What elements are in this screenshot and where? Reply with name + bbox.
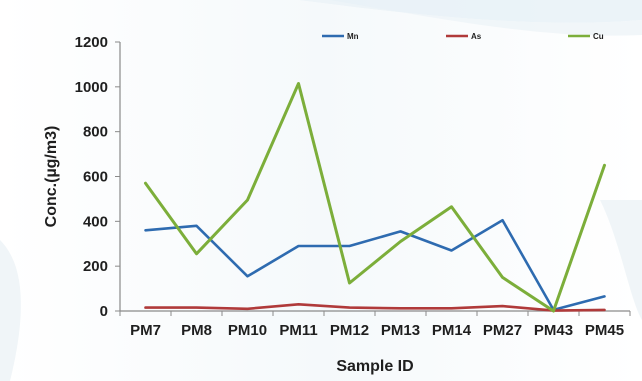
legend-label-cu: Cu (593, 32, 604, 41)
x-tick-label: PM12 (330, 322, 369, 339)
x-tick-label: PM27 (483, 322, 522, 339)
x-tick-label: PM11 (279, 322, 317, 339)
x-tick-label: PM7 (130, 322, 161, 339)
x-tick-label: PM45 (585, 322, 624, 339)
series-line-as (144, 302, 606, 312)
y-axis-title: Conc.(µg/m3) (43, 126, 60, 228)
legend-label-as: As (471, 32, 482, 41)
x-tick-label: PM43 (534, 322, 573, 339)
series-layer (144, 82, 606, 313)
legend-label-mn: Mn (347, 32, 359, 41)
y-tick-label: 800 (83, 124, 108, 141)
chart-legend: Mn As Cu (322, 32, 604, 41)
x-axis-title: Sample ID (336, 358, 413, 375)
x-tick-label: PM10 (228, 322, 267, 339)
y-tick-label: 200 (83, 258, 108, 275)
x-tick-label: PM13 (381, 322, 420, 339)
x-tick-label: PM14 (432, 322, 472, 339)
y-tick-label: 1000 (75, 79, 108, 96)
series-line-cu (144, 82, 606, 313)
y-tick-label: 600 (83, 169, 108, 186)
x-tick-label: PM8 (181, 322, 212, 339)
chart-axes: 0 200 400 600 800 1000 1200 PM7 PM8 PM10 PM11 PM12 P… (75, 34, 631, 339)
y-tick-label: 400 (83, 213, 108, 230)
y-tick-label: 1200 (75, 34, 108, 51)
series-line-mn (144, 218, 606, 312)
y-tick-label: 0 (100, 303, 108, 320)
